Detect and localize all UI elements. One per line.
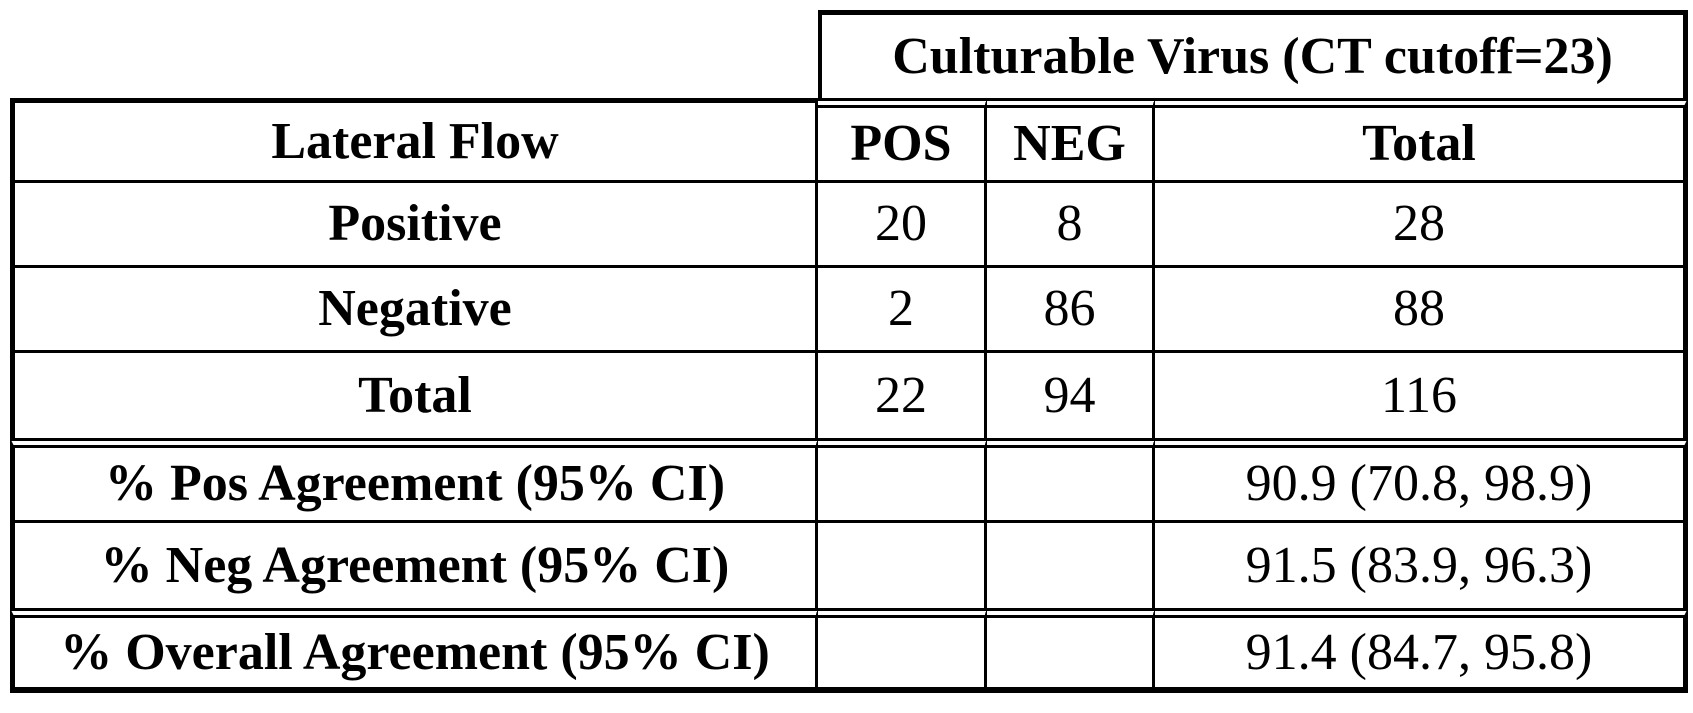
cell-total-total: 116 xyxy=(1155,353,1688,438)
table-row-neg-agreement: % Neg Agreement (95% CI) 91.5 (83.9, 96.… xyxy=(10,523,1688,608)
cell-negative-pos: 2 xyxy=(818,268,987,353)
cell-overall-agreement-pos-empty xyxy=(818,608,987,693)
table-row-negative: Negative 2 86 88 xyxy=(10,268,1688,353)
table-row-total: Total 22 94 116 xyxy=(10,353,1688,438)
top-left-spacer xyxy=(10,10,818,98)
cell-pos-agreement-pos-empty xyxy=(818,438,987,523)
row-positive-label: Positive xyxy=(10,183,818,268)
cell-positive-neg: 8 xyxy=(987,183,1155,268)
table-row-pos-agreement: % Pos Agreement (95% CI) 90.9 (70.8, 98.… xyxy=(10,438,1688,523)
spanner-header: Culturable Virus (CT cutoff=23) xyxy=(818,10,1688,98)
row-negative-label: Negative xyxy=(10,268,818,353)
agreement-table: Culturable Virus (CT cutoff=23) Lateral … xyxy=(10,10,1688,693)
cell-total-neg: 94 xyxy=(987,353,1155,438)
table-row-overall-agreement: % Overall Agreement (95% CI) 91.4 (84.7,… xyxy=(10,608,1688,693)
cell-negative-total: 88 xyxy=(1155,268,1688,353)
row-total-label: Total xyxy=(10,353,818,438)
cell-overall-agreement-value: 91.4 (84.7, 95.8) xyxy=(1155,608,1688,693)
cell-positive-total: 28 xyxy=(1155,183,1688,268)
row-label-header: Lateral Flow xyxy=(10,98,818,183)
spanner-row: Culturable Virus (CT cutoff=23) xyxy=(10,10,1688,98)
cell-pos-agreement-value: 90.9 (70.8, 98.9) xyxy=(1155,438,1688,523)
cell-positive-pos: 20 xyxy=(818,183,987,268)
cell-negative-neg: 86 xyxy=(987,268,1155,353)
column-header-row: Lateral Flow POS NEG Total xyxy=(10,98,1688,183)
row-overall-agreement-label: % Overall Agreement (95% CI) xyxy=(10,608,818,693)
row-neg-agreement-label: % Neg Agreement (95% CI) xyxy=(10,523,818,608)
cell-total-pos: 22 xyxy=(818,353,987,438)
row-pos-agreement-label: % Pos Agreement (95% CI) xyxy=(10,438,818,523)
table-row-positive: Positive 20 8 28 xyxy=(10,183,1688,268)
col-header-neg: NEG xyxy=(987,98,1155,183)
cell-pos-agreement-neg-empty xyxy=(987,438,1155,523)
col-header-total: Total xyxy=(1155,98,1688,183)
cell-neg-agreement-pos-empty xyxy=(818,523,987,608)
cell-neg-agreement-value: 91.5 (83.9, 96.3) xyxy=(1155,523,1688,608)
cell-overall-agreement-neg-empty xyxy=(987,608,1155,693)
col-header-pos: POS xyxy=(818,98,987,183)
cell-neg-agreement-neg-empty xyxy=(987,523,1155,608)
